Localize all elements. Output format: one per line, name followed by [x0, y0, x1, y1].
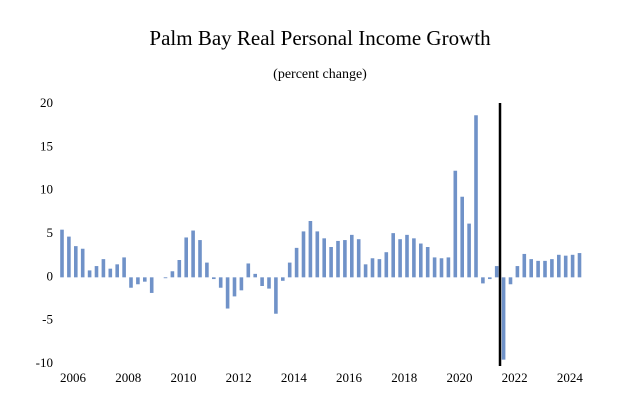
bar: [225, 277, 230, 309]
y-tick-label: -10: [36, 355, 53, 370]
bar: [122, 257, 126, 278]
bar: [425, 247, 430, 278]
bar: [474, 115, 478, 278]
x-tick-label: 2008: [115, 370, 141, 385]
bar: [177, 260, 182, 278]
bar: [501, 277, 506, 360]
bar: [377, 259, 382, 278]
bar: [529, 259, 533, 278]
x-tick-label: 2024: [557, 370, 584, 385]
bar: [239, 277, 244, 291]
bar: [350, 234, 354, 278]
bar: [267, 277, 271, 289]
bar: [253, 273, 257, 278]
y-tick-label: -5: [42, 312, 53, 327]
bar: [218, 277, 223, 288]
bar: [80, 248, 85, 278]
bar: [67, 236, 71, 278]
bar: [281, 277, 285, 281]
bar: [205, 262, 209, 278]
bar: [232, 277, 237, 297]
bar: [301, 231, 306, 278]
bar: [446, 257, 451, 278]
bar: [515, 266, 520, 278]
bar: [577, 253, 582, 278]
bar: [384, 252, 389, 278]
bar: [522, 253, 527, 278]
x-tick-label: 2006: [60, 370, 87, 385]
bar: [294, 247, 299, 278]
chart-subtitle: (percent change): [273, 67, 367, 82]
bar: [287, 262, 292, 278]
bar: [329, 247, 333, 278]
x-tick-label: 2010: [170, 370, 196, 385]
bar: [308, 221, 313, 278]
x-tick-label: 2016: [336, 370, 363, 385]
bar: [391, 233, 395, 278]
bar: [336, 240, 340, 278]
bar: [536, 260, 540, 278]
bar: [60, 229, 64, 278]
x-tick-label: 2022: [502, 370, 528, 385]
x-tick-label: 2012: [226, 370, 252, 385]
bar: [494, 266, 499, 278]
bar: [115, 264, 119, 278]
bar: [136, 277, 140, 285]
bar: [370, 258, 375, 278]
y-tick-label: 20: [40, 95, 53, 110]
bar: [543, 260, 547, 278]
bar: [419, 243, 423, 278]
x-tick-label: 2014: [281, 370, 308, 385]
bar: [101, 259, 106, 278]
y-tick-label: 15: [40, 138, 53, 153]
bar: [439, 258, 444, 278]
bar: [274, 277, 278, 314]
y-tick-label: 0: [47, 268, 54, 283]
bar: [260, 277, 264, 286]
bar: [356, 239, 361, 278]
bar: [198, 240, 202, 278]
bar: [322, 238, 326, 278]
bar: [467, 223, 471, 278]
y-tick-label: 5: [47, 225, 54, 240]
bar: [108, 268, 113, 278]
bar: [170, 271, 175, 278]
bar: [74, 246, 78, 278]
x-tick-label: 2020: [446, 370, 472, 385]
bar: [557, 254, 561, 278]
y-tick-label: 10: [40, 182, 53, 197]
bar: [87, 270, 92, 278]
bar: [94, 266, 99, 278]
bar: [432, 257, 437, 278]
bar: [343, 240, 347, 278]
bar: [398, 239, 402, 278]
bar: [149, 277, 154, 293]
bar: [405, 234, 409, 278]
bar: [453, 170, 458, 278]
bar: [508, 277, 513, 285]
x-tick-label: 2018: [391, 370, 417, 385]
bar: [563, 255, 568, 278]
bar: [191, 230, 195, 278]
bar: [570, 254, 575, 278]
bar: [481, 277, 485, 284]
bar: [412, 238, 416, 278]
bar: [184, 237, 188, 278]
bar: [143, 277, 147, 282]
bar: [246, 263, 251, 278]
bar: [315, 231, 320, 278]
bar: [460, 196, 464, 278]
bar: [488, 277, 492, 280]
bar: [550, 259, 554, 278]
chart-title: Palm Bay Real Personal Income Growth: [149, 26, 491, 50]
bar: [163, 277, 168, 279]
bar: [129, 277, 133, 288]
bar: [363, 264, 368, 278]
bar: [212, 277, 216, 280]
